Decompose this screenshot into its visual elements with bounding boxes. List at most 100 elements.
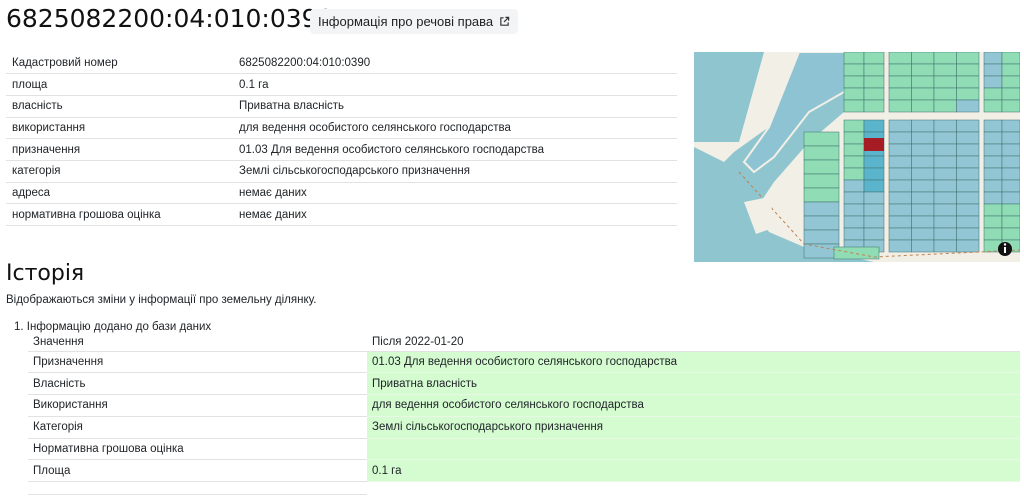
map-plot xyxy=(983,143,1003,157)
parcel-map[interactable] xyxy=(694,52,1020,262)
map-plot xyxy=(911,87,935,101)
info-value: 6825082200:04:010:0390 xyxy=(233,52,677,75)
map-plot xyxy=(863,179,885,193)
info-label: використання xyxy=(6,117,233,140)
map-plot xyxy=(933,87,957,101)
map-plot xyxy=(863,87,885,101)
info-label: площа xyxy=(6,73,233,96)
map-plot xyxy=(933,215,957,229)
map-plot xyxy=(933,227,957,241)
map-plot xyxy=(983,75,1003,89)
map-plot xyxy=(911,179,935,193)
map-plot xyxy=(956,52,980,65)
map-plot xyxy=(911,203,935,217)
history-header-value: Після 2022-01-20 xyxy=(367,333,1020,352)
history-table: Значення Після 2022-01-20 Призначення 01.… xyxy=(28,333,1020,483)
info-label: Кадастровий номер xyxy=(6,52,233,75)
map-plot xyxy=(983,119,1003,133)
map-plot xyxy=(956,143,980,157)
info-value: 01.03 Для ведення особистого селянського… xyxy=(233,138,677,161)
history-item-title-text: Інформацію додано до бази даних xyxy=(26,321,212,333)
map-plot xyxy=(983,227,1003,241)
info-row: нормативна грошова оцінка немає даних xyxy=(6,203,677,226)
map-plot xyxy=(888,179,912,193)
info-row: категорія Землі сільськогосподарського пр… xyxy=(6,160,677,183)
map-plot xyxy=(803,215,840,231)
map-plot xyxy=(1001,119,1020,133)
map-plot xyxy=(843,52,865,65)
info-row: власність Приватна власність xyxy=(6,95,677,118)
map-plot xyxy=(933,63,957,77)
history-label: Нормативна грошова оцінка xyxy=(28,438,367,461)
map-plot xyxy=(911,191,935,205)
selected-parcel xyxy=(864,138,884,151)
map-plot xyxy=(933,119,957,133)
history-label: Власність xyxy=(28,372,367,396)
history-value: 0.1 га xyxy=(367,459,1020,483)
map-plot xyxy=(888,155,912,169)
map-plot xyxy=(956,63,980,77)
map-plot xyxy=(983,191,1003,205)
map-plot xyxy=(888,239,912,253)
property-rights-button[interactable]: Інформація про речові права xyxy=(310,9,519,34)
map-plot xyxy=(843,143,865,157)
history-value xyxy=(367,438,1020,461)
history-row: Власність Приватна власність xyxy=(28,372,1020,396)
history-title: Історія xyxy=(6,261,85,286)
history-label: Призначення xyxy=(28,351,367,374)
map-plot xyxy=(863,75,885,89)
history-header-label: Значення xyxy=(28,333,367,352)
map-plot xyxy=(956,167,980,181)
history-row: Площа 0.1 га xyxy=(28,459,1020,483)
map-plot xyxy=(1001,52,1020,65)
map-plot xyxy=(956,155,980,169)
map-plot xyxy=(933,167,957,181)
history-value: Приватна власність xyxy=(367,372,1020,396)
map-plot xyxy=(843,179,865,193)
map-plot xyxy=(863,119,885,133)
map-plot xyxy=(803,131,840,147)
history-row: Категорія Землі сільськогосподарського пр… xyxy=(28,416,1020,439)
map-plot xyxy=(863,99,885,113)
map-plot xyxy=(933,52,957,65)
map-plot xyxy=(803,201,840,217)
map-plot xyxy=(983,179,1003,193)
map-plot xyxy=(833,246,880,260)
map-plot xyxy=(888,203,912,217)
map-plot xyxy=(1001,143,1020,157)
map-plot xyxy=(911,167,935,181)
history-row: Призначення 01.03 Для ведення особистого … xyxy=(28,351,1020,374)
info-value: для ведення особистого селянського госпо… xyxy=(233,117,677,140)
map-plot xyxy=(933,75,957,89)
map-plot xyxy=(1001,87,1020,101)
property-rights-label: Інформація про речові права xyxy=(318,14,494,29)
map-plot xyxy=(863,215,885,229)
map-plot xyxy=(888,99,912,113)
map-plot xyxy=(803,229,840,245)
map-plot xyxy=(933,143,957,157)
map-plot xyxy=(863,63,885,77)
history-value: для ведення особистого селянського госпо… xyxy=(367,394,1020,417)
map-plot xyxy=(983,155,1003,169)
map-plot xyxy=(888,87,912,101)
map-plot xyxy=(863,52,885,65)
info-label: нормативна грошова оцінка xyxy=(6,203,233,226)
map-plot xyxy=(911,63,935,77)
map-plot xyxy=(1001,191,1020,205)
history-value: 01.03 Для ведення особистого селянського… xyxy=(367,351,1020,374)
history-row: Нормативна грошова оцінка xyxy=(28,438,1020,461)
map-plot xyxy=(1001,75,1020,89)
map-plot xyxy=(911,155,935,169)
divider xyxy=(28,494,367,495)
info-row: Кадастровий номер 6825082200:04:010:0390 xyxy=(6,52,677,75)
map-plot xyxy=(803,159,840,175)
info-label: власність xyxy=(6,95,233,118)
map-plot xyxy=(983,63,1003,77)
map-plot xyxy=(843,155,865,169)
map-plot xyxy=(983,167,1003,181)
map-plot xyxy=(888,63,912,77)
map-plot xyxy=(956,227,980,241)
map-plot xyxy=(863,203,885,217)
map-plot xyxy=(956,215,980,229)
map-plot xyxy=(911,52,935,65)
